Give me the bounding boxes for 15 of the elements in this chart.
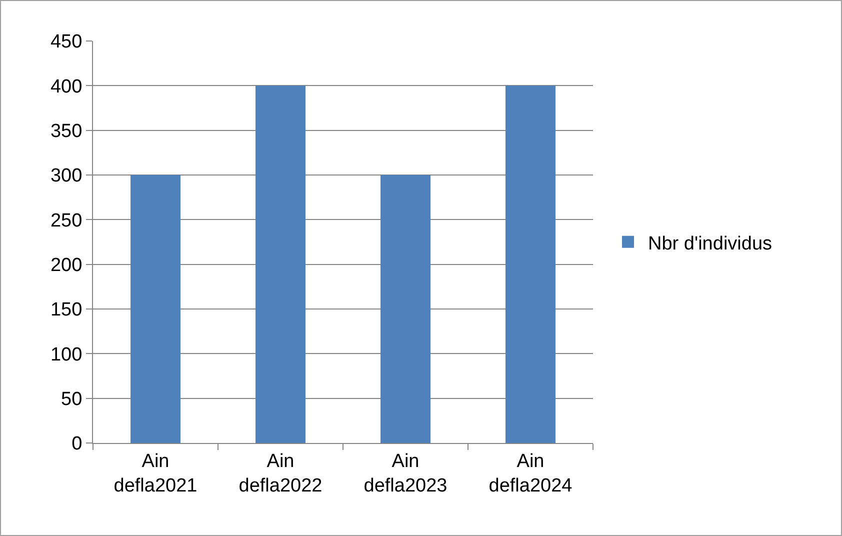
y-tick-label: 50 (61, 388, 82, 410)
y-tick-label: 150 (50, 300, 82, 321)
x-tick-label: Ain defla2021 (114, 450, 198, 496)
y-tick-label: 200 (50, 254, 82, 276)
x-tick-label: Ain defla2024 (488, 450, 573, 496)
y-tick-label: 0 (72, 434, 82, 455)
y-tick-label: 450 (50, 32, 82, 53)
y-tick-label: 250 (50, 210, 82, 232)
y-tick-label: 100 (50, 344, 82, 366)
legend-label: Nbr d'individus (648, 233, 772, 254)
x-tick-label: Ain defla2023 (364, 450, 448, 496)
y-tick-label: 300 (50, 166, 82, 187)
y-tick-label: 350 (50, 120, 82, 142)
x-tick-label: Ain defla2022 (238, 450, 322, 496)
y-tick-label: 400 (50, 76, 82, 98)
